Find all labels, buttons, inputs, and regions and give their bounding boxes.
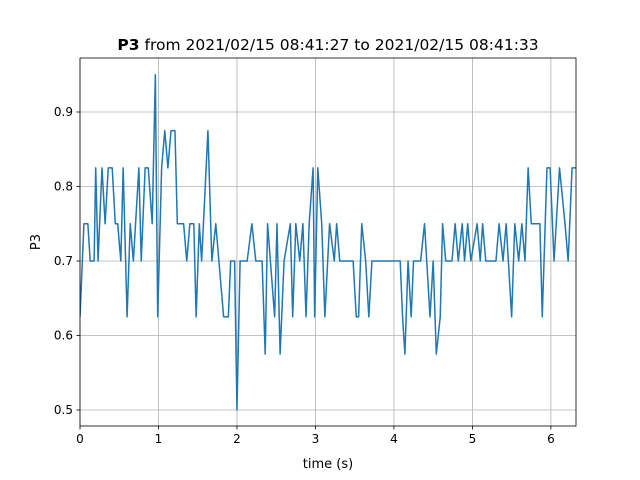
plot-area (80, 74, 576, 411)
chart-title: P3 from 2021/02/15 08:41:27 to 2021/02/15… (117, 36, 538, 54)
y-tick-label: 0.8 (54, 180, 73, 194)
x-tick-label: 2 (233, 432, 241, 446)
x-tick-label: 1 (155, 432, 163, 446)
y-tick-label: 0.9 (54, 105, 73, 119)
data-line (80, 74, 576, 411)
title-rest: from 2021/02/15 08:41:27 to 2021/02/15 0… (144, 36, 538, 54)
axes-frame (79, 57, 577, 427)
x-tick-label: 3 (312, 432, 320, 446)
y-tick-label: 0.6 (54, 328, 73, 342)
x-axis-label: time (s) (303, 457, 353, 472)
x-tick-label: 6 (547, 432, 555, 446)
x-tick-label: 4 (390, 432, 398, 446)
x-tick-label: 5 (469, 432, 477, 446)
y-tick-label: 0.5 (54, 403, 73, 417)
y-tick-label: 0.7 (54, 254, 73, 268)
x-tick-label: 0 (76, 432, 84, 446)
title-bold: P3 (117, 36, 139, 54)
y-axis-label: P3 (29, 234, 44, 250)
